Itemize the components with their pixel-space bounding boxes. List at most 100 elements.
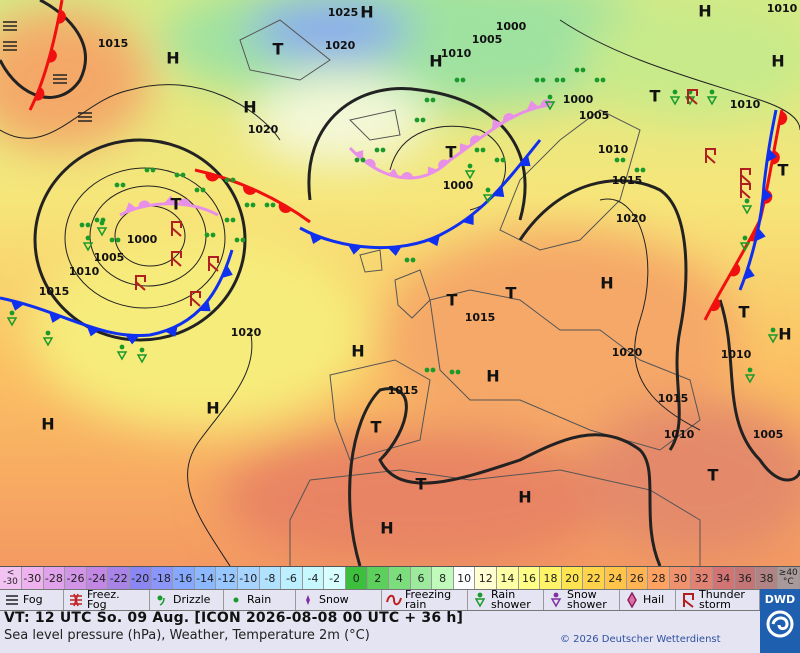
pressure-system: T	[171, 195, 182, 214]
front-semicircle	[57, 9, 66, 24]
scale-cell: 12	[475, 567, 498, 589]
rain-dot	[574, 67, 580, 73]
scale-label: 2	[374, 571, 382, 585]
front-symbol	[744, 266, 755, 280]
scale-high-label: °C	[782, 577, 794, 587]
scale-cell: 6	[410, 567, 433, 589]
legend-icon	[6, 595, 18, 605]
rain-dot	[194, 187, 200, 193]
scale-cell: -2	[324, 567, 346, 589]
scale-label: -18	[152, 571, 171, 585]
valid-time: VT: 12 UTC So. 09 Aug. [ICON 2026-08-08 …	[4, 610, 464, 626]
rain-dot	[460, 77, 466, 83]
shower-dot	[85, 235, 91, 241]
pressure-system: H	[243, 98, 256, 117]
rain-dot	[380, 147, 386, 153]
front-semicircle	[469, 135, 481, 145]
rain-dot	[620, 157, 626, 163]
legend-label: Drizzle	[173, 593, 211, 606]
rain-dot	[449, 369, 455, 375]
isobar	[348, 387, 662, 566]
front-triangle	[744, 266, 755, 280]
isobar-label: 1010	[664, 428, 695, 441]
icon-path	[159, 597, 165, 606]
rain-dot	[534, 77, 540, 83]
front-triangle	[353, 150, 364, 161]
shower-triangle	[96, 227, 108, 237]
isobar-label: 1015	[388, 384, 419, 397]
rain-dot	[640, 167, 646, 173]
isobar-label: 1000	[127, 233, 158, 246]
front-symbol	[125, 200, 151, 212]
isobar-label: 1015	[39, 285, 70, 298]
front-triangle	[459, 143, 470, 154]
isobar-label: 1000	[496, 20, 527, 33]
scale-label: 18	[543, 571, 558, 585]
scale-label: 8	[439, 571, 447, 585]
thunder-symbol	[740, 168, 751, 184]
description: Sea level pressure (hPa), Weather, Tempe…	[4, 628, 370, 643]
front-symbol	[462, 213, 474, 225]
shower-dot	[547, 94, 553, 100]
shower-dot	[742, 235, 748, 241]
front-semicircle	[205, 172, 220, 182]
icon-path	[306, 595, 310, 605]
front-triangle	[462, 213, 474, 225]
front-symbol	[778, 111, 788, 126]
coastline	[329, 359, 431, 461]
coastline	[429, 289, 701, 451]
legend-label: Hail	[643, 593, 665, 606]
rain-dot	[85, 222, 91, 228]
pressure-system: T	[416, 475, 427, 494]
scale-cell: -22	[108, 567, 130, 589]
front-symbol	[164, 195, 191, 206]
front-symbol	[86, 325, 100, 337]
scale-cell: 8	[432, 567, 454, 589]
isobars	[0, 0, 800, 566]
front-triangle	[125, 335, 140, 345]
pressure-system: H	[778, 325, 791, 344]
scale-label: 34	[716, 571, 731, 585]
front-symbol	[278, 202, 292, 213]
rain-dot	[424, 367, 430, 373]
shower-triangle	[6, 317, 18, 327]
front-semicircle	[401, 172, 413, 179]
legend-item: Rain	[224, 590, 296, 610]
shower-triangle	[744, 374, 756, 384]
rain-dot	[224, 177, 230, 183]
front-semicircle	[709, 297, 721, 312]
isobar	[64, 167, 226, 309]
front-symbol	[729, 263, 741, 277]
front-line	[0, 249, 234, 338]
front-symbol	[10, 300, 25, 311]
front-symbol	[309, 233, 323, 245]
isobar-label: 1010	[69, 265, 100, 278]
isobar-label: 1015	[98, 37, 129, 50]
rain-dot	[230, 217, 236, 223]
scale-cell: 14	[497, 567, 519, 589]
legend-icon	[386, 594, 402, 606]
pressure-system: H	[41, 415, 54, 434]
rain-dot	[494, 157, 500, 163]
scale-cell: -30	[22, 567, 44, 589]
scale-cell: 2	[367, 567, 390, 589]
scale-cell: 34	[713, 567, 735, 589]
rain-dot	[374, 147, 380, 153]
front-symbol	[709, 297, 721, 312]
thunder-symbol	[687, 89, 698, 105]
pressure-system: T	[506, 284, 517, 303]
shower-dot	[9, 310, 15, 316]
scale-cell: 22	[583, 567, 606, 589]
front-semicircle	[364, 158, 376, 169]
scale-label: -2	[329, 571, 341, 585]
rain-dot	[200, 187, 206, 193]
scale-label: 36	[737, 571, 752, 585]
isobar	[599, 198, 701, 431]
isobar-label: 1010	[730, 98, 761, 111]
shower-triangle	[741, 205, 753, 215]
scale-label: 22	[586, 571, 601, 585]
legend-item: Drizzle	[150, 590, 224, 610]
legend-item: Thunder storm	[676, 589, 760, 610]
scale-cell: -12	[216, 567, 238, 589]
thunder-symbol	[740, 183, 751, 199]
